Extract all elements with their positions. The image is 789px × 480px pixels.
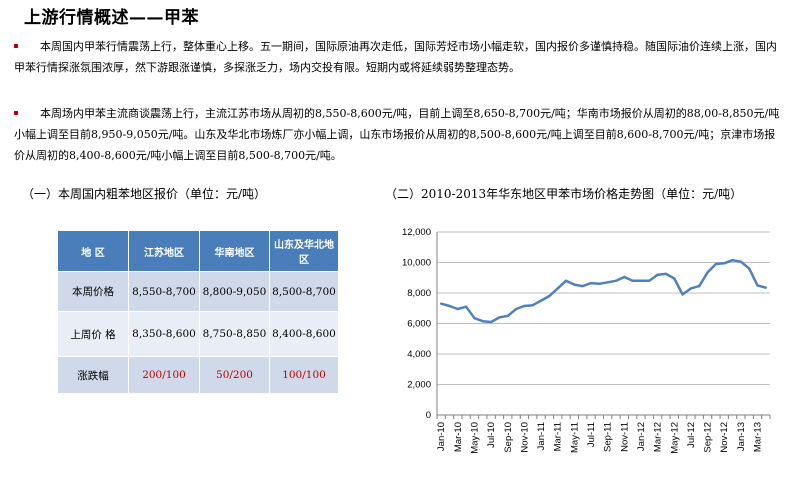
x-tick-label: Nov-12 — [719, 422, 730, 453]
data-point — [673, 277, 676, 280]
y-tick-label: 10,000 — [402, 258, 431, 269]
table-row: 涨跌幅 200/100 50/200 100/100 — [57, 356, 339, 394]
data-point — [764, 286, 768, 289]
data-point — [681, 293, 684, 296]
data-point — [464, 305, 468, 308]
table-header-row: 地 区 江苏地区 华南地区 山东及华北地区 — [57, 230, 339, 272]
data-point — [648, 279, 651, 282]
data-point — [514, 307, 518, 311]
series-line — [440, 258, 767, 324]
x-tick-label: Jul-10 — [486, 422, 497, 448]
x-tick-label: Jan-12 — [636, 422, 647, 451]
y-tick-label: 0 — [426, 410, 431, 421]
data-point — [498, 316, 501, 319]
table-subtitle: （一）本周国内粗苯地区报价（单位：元/吨） — [22, 187, 267, 201]
data-point — [556, 287, 559, 290]
x-tick-label: Jan-13 — [736, 422, 747, 451]
x-tick-label: Sep-12 — [703, 422, 714, 453]
market-text: 本周场内甲苯主流商谈震荡上行，主流江苏市场从周初的8,550-8,600元/吨，… — [14, 107, 780, 162]
bullet-icon — [14, 111, 18, 115]
x-tick-label: Nov-11 — [619, 422, 630, 452]
change-cell: 200/100 — [128, 356, 200, 394]
x-tick-label: Sep-10 — [503, 422, 514, 453]
table-row: 上周价 格 8,350-8,600 8,750-8,850 8,400-8,60… — [57, 311, 339, 357]
data-point — [606, 281, 609, 284]
table-cell: 8,400-8,600 — [269, 311, 339, 357]
y-tick-label: 6,000 — [407, 319, 431, 330]
data-point — [489, 320, 493, 324]
data-point — [456, 307, 460, 311]
y-tick-label: 12,000 — [402, 227, 431, 238]
data-point — [739, 260, 743, 263]
data-point — [723, 262, 726, 265]
data-point — [747, 267, 751, 270]
data-point — [598, 282, 601, 286]
table-cell: 8,800-9,050 — [199, 271, 270, 312]
row-label: 涨跌幅 — [57, 356, 129, 394]
data-point — [448, 304, 451, 308]
header-south-china: 华南地区 — [199, 230, 270, 272]
x-tick-label: Mar-10 — [453, 422, 464, 452]
data-point — [706, 271, 709, 274]
data-point — [539, 299, 543, 302]
data-point — [664, 272, 668, 276]
x-tick-label: Mar-11 — [553, 422, 564, 451]
change-cell: 50/200 — [199, 356, 270, 394]
row-label: 本周价格 — [57, 271, 129, 312]
x-tick-label: Jan-10 — [436, 422, 447, 451]
x-tick-label: May-11 — [569, 422, 580, 453]
x-tick-label: May-10 — [469, 422, 480, 454]
data-point — [473, 316, 476, 320]
table-cell: 8,550-8,700 — [128, 271, 200, 312]
data-point — [656, 273, 659, 276]
table-cell: 8,500-8,700 — [269, 271, 339, 312]
data-point — [689, 287, 693, 290]
price-trend-chart: 0 2,000 4,000 6,000 8,000 10,000 12,000 Jan-10 M… — [402, 227, 771, 454]
x-tick-label: Sep-11 — [603, 422, 614, 452]
table-cell: 8,750-8,850 — [199, 311, 270, 357]
bullet-icon — [14, 44, 18, 48]
data-point — [506, 314, 509, 318]
x-tick-label: Mar-12 — [653, 422, 664, 452]
data-point — [631, 279, 634, 282]
data-point — [623, 275, 626, 279]
data-point — [481, 320, 484, 323]
data-point — [714, 262, 718, 266]
chart-subtitle: （二）2010-2013年华东地区甲苯市场价格走势图（单位：元/吨） — [385, 187, 743, 201]
x-tick-label: Jul-11 — [586, 422, 597, 447]
change-cell: 100/100 — [269, 356, 339, 394]
data-point — [581, 284, 584, 288]
data-point — [523, 304, 526, 308]
data-point — [439, 302, 443, 305]
data-point — [731, 259, 734, 262]
data-point — [589, 281, 593, 285]
x-tick-label: Jul-12 — [686, 422, 697, 448]
summary-text: 本周国内甲苯行情震荡上行，整体重心上移。五一期间，国际原油再次走低，国际芳烃市场… — [14, 40, 777, 74]
data-point — [548, 294, 551, 298]
table-row: 本周价格 8,550-8,700 8,800-9,050 8,500-8,700 — [57, 271, 339, 312]
header-jiangsu: 江苏地区 — [128, 230, 200, 272]
x-tick-label: Jan-11 — [536, 422, 547, 450]
table-cell: 8,350-8,600 — [128, 311, 200, 357]
price-table: 地 区 江苏地区 华南地区 山东及华北地区 本周价格 8,550-8,700 8… — [57, 230, 339, 394]
header-region: 地 区 — [57, 230, 129, 272]
data-point — [639, 279, 643, 282]
data-point — [531, 304, 534, 307]
data-point — [614, 279, 618, 282]
x-tick-label: Mar-13 — [753, 422, 764, 452]
y-tick-label: 4,000 — [407, 349, 431, 360]
y-tick-label: 2,000 — [407, 380, 431, 391]
x-tick-label: Nov-10 — [519, 422, 530, 453]
data-point — [698, 284, 701, 288]
data-point — [564, 279, 568, 282]
market-paragraph: 本周场内甲苯主流商谈震荡上行，主流江苏市场从周初的8,550-8,600元/吨，… — [14, 103, 782, 166]
data-point — [756, 284, 759, 287]
summary-paragraph: 本周国内甲苯行情震荡上行，整体重心上移。五一期间，国际原油再次走低，国际芳烃市场… — [14, 36, 782, 78]
x-tick-label: May-12 — [669, 422, 680, 454]
header-shandong-north: 山东及华北地区 — [269, 230, 339, 272]
page-title: 上游行情概述——甲苯 — [24, 8, 199, 28]
y-tick-label: 8,000 — [407, 288, 431, 299]
data-point — [573, 283, 576, 286]
row-label: 上周价 格 — [57, 311, 129, 357]
